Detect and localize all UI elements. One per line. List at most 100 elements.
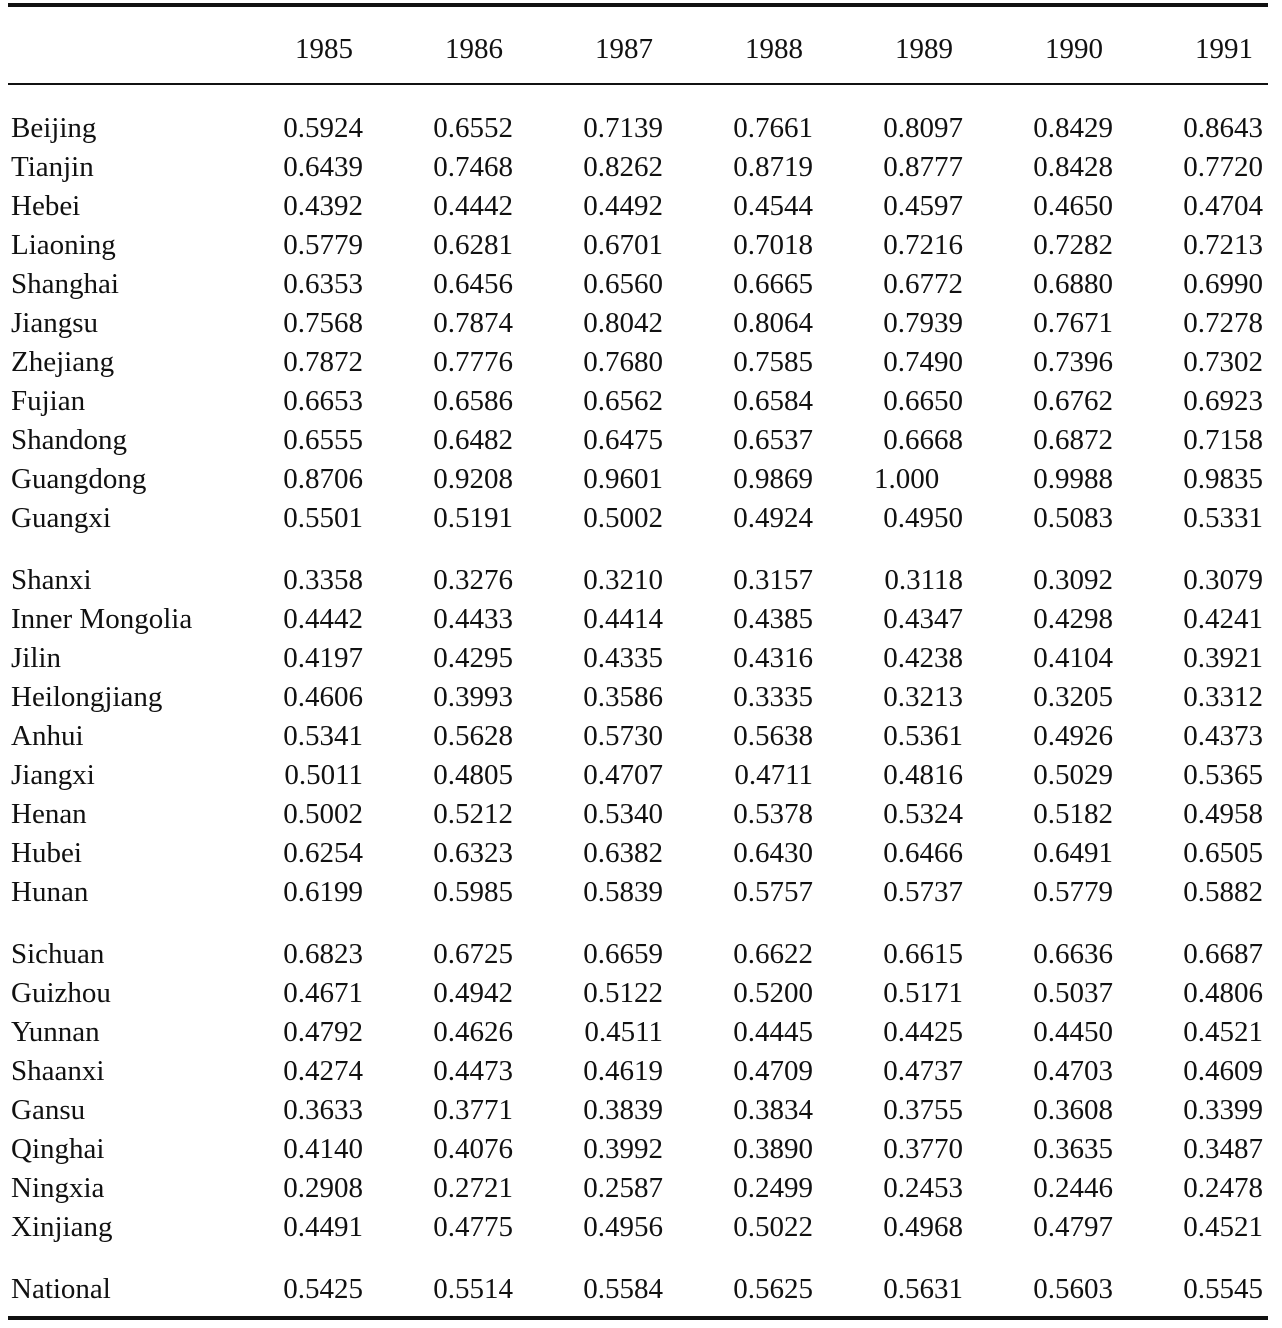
- value-cell-1989: 0.6650: [883, 385, 963, 417]
- value-cell-1990: 0.5037: [1033, 977, 1113, 1009]
- value-cell-1989: 0.5361: [883, 720, 963, 752]
- value-cell-1988: 0.5378: [733, 798, 813, 830]
- region-name: Shanghai: [11, 268, 119, 300]
- value-cell-1989: 0.6466: [883, 837, 963, 869]
- table-row: Shanxi 0.3358 0.3276 0.3210 0.3157 0.3118 0.30…: [0, 561, 1282, 599]
- value-cell-1991: 0.4373: [1183, 720, 1263, 752]
- value-cell-1989: 0.5737: [883, 876, 963, 908]
- value-cell-1991: 0.4521: [1183, 1211, 1263, 1243]
- table-row: Yunnan 0.4792 0.4626 0.4511 0.4445 0.4425 0.44…: [0, 1013, 1282, 1051]
- value-cell-1989: 0.6772: [883, 268, 963, 300]
- value-cell-1987: 0.5002: [583, 502, 663, 534]
- value-cell-1989: 0.8777: [883, 151, 963, 183]
- value-cell-1985: 0.6555: [283, 424, 363, 456]
- value-cell-1986: 0.4805: [433, 759, 513, 791]
- value-cell-1987: 0.7680: [583, 346, 663, 378]
- region-name: Shandong: [11, 424, 127, 456]
- value-cell-1991: 0.4241: [1183, 603, 1263, 635]
- value-cell-1987: 0.2587: [583, 1172, 663, 1204]
- region-name: Zhejiang: [11, 346, 115, 378]
- value-cell-1988: 0.7018: [733, 229, 813, 261]
- value-cell-1987: 0.3210: [583, 564, 663, 596]
- region-name: Liaoning: [11, 229, 116, 261]
- region-name: Hubei: [11, 837, 82, 869]
- value-cell-1989: 0.2453: [883, 1172, 963, 1204]
- value-cell-1985: 0.6199: [283, 876, 363, 908]
- value-cell-1986: 0.2721: [433, 1172, 513, 1204]
- table-row: Anhui 0.5341 0.5628 0.5730 0.5638 0.5361 0.492…: [0, 717, 1282, 755]
- value-cell-1986: 0.4626: [433, 1016, 513, 1048]
- value-cell-1988: 0.6584: [733, 385, 813, 417]
- value-cell-1985: 0.8706: [283, 463, 363, 495]
- year-header-1985: 1985: [295, 33, 353, 65]
- value-cell-1991: 0.5331: [1183, 502, 1263, 534]
- value-cell-1989: 0.4597: [883, 190, 963, 222]
- value-cell-1988: 0.4445: [733, 1016, 813, 1048]
- region-name: Gansu: [11, 1094, 86, 1126]
- year-header-1991: 1991: [1195, 33, 1253, 65]
- region-name: Tianjin: [11, 151, 94, 183]
- value-cell-1985: 0.6823: [283, 938, 363, 970]
- value-cell-1989: 0.3213: [883, 681, 963, 713]
- table-row: Jiangxi 0.5011 0.4805 0.4707 0.4711 0.4816 0.5…: [0, 756, 1282, 794]
- region-name: Yunnan: [11, 1016, 100, 1048]
- table-row: Guangxi 0.5501 0.5191 0.5002 0.4924 0.4950 0.5…: [0, 499, 1282, 537]
- region-name: Hunan: [11, 876, 89, 908]
- table-row: Heilongjiang 0.4606 0.3993 0.3586 0.3335 0.32…: [0, 678, 1282, 716]
- value-cell-1986: 0.6456: [433, 268, 513, 300]
- value-cell-1991: 0.3487: [1183, 1133, 1263, 1165]
- value-cell-1987: 0.5584: [583, 1273, 663, 1305]
- value-cell-1988: 0.6665: [733, 268, 813, 300]
- value-cell-1988: 0.6537: [733, 424, 813, 456]
- value-cell-1989: 1.000: [874, 463, 940, 495]
- table-row: Gansu 0.3633 0.3771 0.3839 0.3834 0.3755 0.360…: [0, 1091, 1282, 1129]
- table-row: Xinjiang 0.4491 0.4775 0.4956 0.5022 0.4968 0.…: [0, 1208, 1282, 1246]
- value-cell-1989: 0.4968: [883, 1211, 963, 1243]
- value-cell-1985: 0.3358: [283, 564, 363, 596]
- value-cell-1989: 0.7939: [883, 307, 963, 339]
- value-cell-1988: 0.6430: [733, 837, 813, 869]
- value-cell-1991: 0.5882: [1183, 876, 1263, 908]
- table-row: Henan 0.5002 0.5212 0.5340 0.5378 0.5324 0.518…: [0, 795, 1282, 833]
- region-name: Qinghai: [11, 1133, 105, 1165]
- value-cell-1988: 0.4924: [733, 502, 813, 534]
- value-cell-1990: 0.8429: [1033, 112, 1113, 144]
- table-row: Tianjin 0.6439 0.7468 0.8262 0.8719 0.8777 0.8…: [0, 148, 1282, 186]
- value-cell-1990: 0.6491: [1033, 837, 1113, 869]
- value-cell-1985: 0.7872: [283, 346, 363, 378]
- value-cell-1987: 0.3839: [583, 1094, 663, 1126]
- value-cell-1990: 0.5083: [1033, 502, 1113, 534]
- value-cell-1988: 0.7585: [733, 346, 813, 378]
- region-name: National: [11, 1273, 111, 1305]
- value-cell-1988: 0.6622: [733, 938, 813, 970]
- value-cell-1985: 0.6353: [283, 268, 363, 300]
- value-cell-1989: 0.6615: [883, 938, 963, 970]
- value-cell-1985: 0.4491: [283, 1211, 363, 1243]
- value-cell-1989: 0.7216: [883, 229, 963, 261]
- value-cell-1989: 0.4425: [883, 1016, 963, 1048]
- value-cell-1989: 0.3118: [884, 564, 963, 596]
- year-header-1989: 1989: [895, 33, 953, 65]
- value-cell-1988: 0.7661: [733, 112, 813, 144]
- value-cell-1985: 0.4606: [283, 681, 363, 713]
- table-bottom-rule: [8, 1316, 1268, 1320]
- value-cell-1990: 0.4926: [1033, 720, 1113, 752]
- value-cell-1989: 0.5631: [883, 1273, 963, 1305]
- value-cell-1990: 0.8428: [1033, 151, 1113, 183]
- value-cell-1991: 0.4704: [1183, 190, 1263, 222]
- value-cell-1988: 0.3335: [733, 681, 813, 713]
- region-name: Fujian: [11, 385, 86, 417]
- value-cell-1985: 0.5011: [284, 759, 363, 791]
- table-row: Jiangsu 0.7568 0.7874 0.8042 0.8064 0.7939 0.7…: [0, 304, 1282, 342]
- value-cell-1985: 0.5425: [283, 1273, 363, 1305]
- table-row: Ningxia 0.2908 0.2721 0.2587 0.2499 0.2453 0.2…: [0, 1169, 1282, 1207]
- value-cell-1985: 0.5924: [283, 112, 363, 144]
- value-cell-1985: 0.5341: [283, 720, 363, 752]
- value-cell-1987: 0.3992: [583, 1133, 663, 1165]
- value-cell-1988: 0.5625: [733, 1273, 813, 1305]
- value-cell-1989: 0.5171: [883, 977, 963, 1009]
- value-cell-1987: 0.4707: [583, 759, 663, 791]
- value-cell-1986: 0.5628: [433, 720, 513, 752]
- value-cell-1986: 0.5212: [433, 798, 513, 830]
- value-cell-1987: 0.6701: [583, 229, 663, 261]
